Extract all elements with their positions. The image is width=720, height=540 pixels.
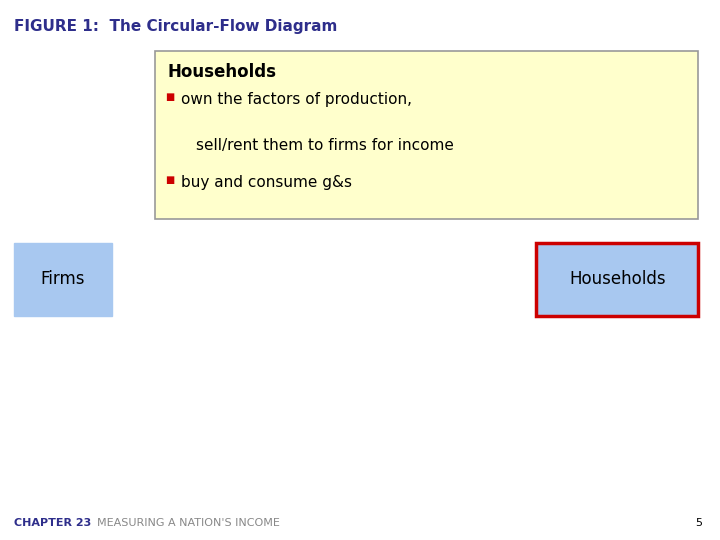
Text: Firms: Firms bbox=[41, 271, 85, 288]
Text: MEASURING A NATION'S INCOME: MEASURING A NATION'S INCOME bbox=[97, 518, 280, 528]
Text: 5: 5 bbox=[695, 518, 702, 528]
Text: Households: Households bbox=[168, 63, 276, 81]
Text: Households: Households bbox=[569, 271, 666, 288]
Text: CHAPTER 23: CHAPTER 23 bbox=[14, 518, 91, 528]
Text: own the factors of production,: own the factors of production, bbox=[181, 92, 413, 107]
Text: :: : bbox=[238, 63, 244, 81]
Text: FIGURE 1:  The Circular-Flow Diagram: FIGURE 1: The Circular-Flow Diagram bbox=[14, 19, 338, 34]
Text: buy and consume g&s: buy and consume g&s bbox=[181, 176, 353, 191]
FancyBboxPatch shape bbox=[155, 51, 698, 219]
Text: ■: ■ bbox=[166, 92, 175, 102]
Text: sell/rent them to firms for income: sell/rent them to firms for income bbox=[196, 138, 454, 153]
Text: ■: ■ bbox=[166, 176, 175, 186]
FancyBboxPatch shape bbox=[536, 243, 698, 316]
FancyBboxPatch shape bbox=[14, 243, 112, 316]
